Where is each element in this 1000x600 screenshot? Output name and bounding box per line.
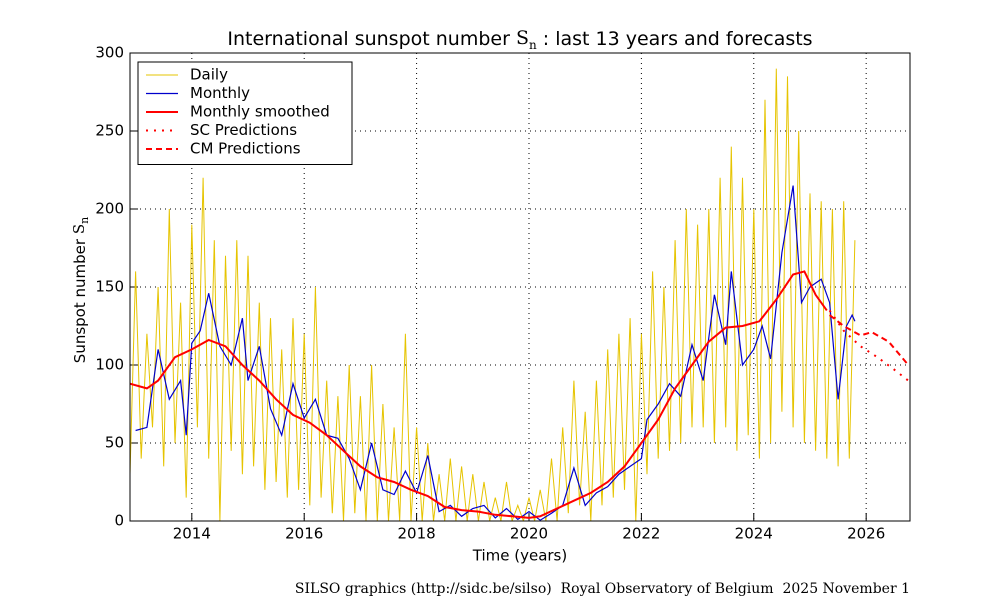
x-tick-label: 2016: [285, 525, 323, 543]
y-tick-label: 300: [95, 44, 124, 62]
y-tick-label: 150: [95, 278, 124, 296]
y-tick-label: 250: [95, 122, 124, 140]
x-tick-label: 2022: [622, 525, 660, 543]
y-tick-label: 50: [105, 434, 124, 452]
x-axis-label: Time (years): [472, 547, 567, 565]
series-line: [828, 309, 909, 382]
x-tick-label: 2024: [735, 525, 773, 543]
x-tick-label: 2026: [847, 525, 885, 543]
x-tick-label: 2018: [398, 525, 436, 543]
plot-frame: [129, 52, 911, 522]
legend-label: Monthly smoothed: [190, 103, 330, 121]
y-label-text: Sunspot number: [71, 238, 89, 363]
series-line: [135, 185, 856, 521]
legend-label: Monthly: [190, 84, 250, 102]
title-symbol: S: [516, 27, 529, 49]
x-tick-label: 2014: [173, 525, 211, 543]
legend-label: CM Predictions: [190, 140, 301, 158]
legend-label: Daily: [190, 66, 228, 84]
footer: SILSO graphics (http://sidc.be/silso) Ro…: [295, 581, 910, 597]
series-line: [828, 314, 910, 366]
x-tick-label: 2020: [510, 525, 548, 543]
title-text: International sunspot number: [227, 28, 510, 50]
legend-label: SC Predictions: [190, 121, 297, 139]
y-tick-label: 100: [95, 356, 124, 374]
y-label-symbol: S: [70, 224, 88, 234]
legend-box: [137, 61, 353, 165]
y-tick-label: 200: [95, 200, 124, 218]
series-line: [130, 270, 828, 519]
chart-title: International sunspot number Sn : last 1…: [227, 27, 812, 52]
title-subscript: n: [529, 38, 537, 52]
y-label-subscript: n: [78, 217, 91, 224]
title-suffix: : last 13 years and forecasts: [543, 28, 813, 50]
y-axis-label: Sunspot number Sn: [70, 217, 91, 363]
y-tick-label: 0: [114, 512, 124, 530]
